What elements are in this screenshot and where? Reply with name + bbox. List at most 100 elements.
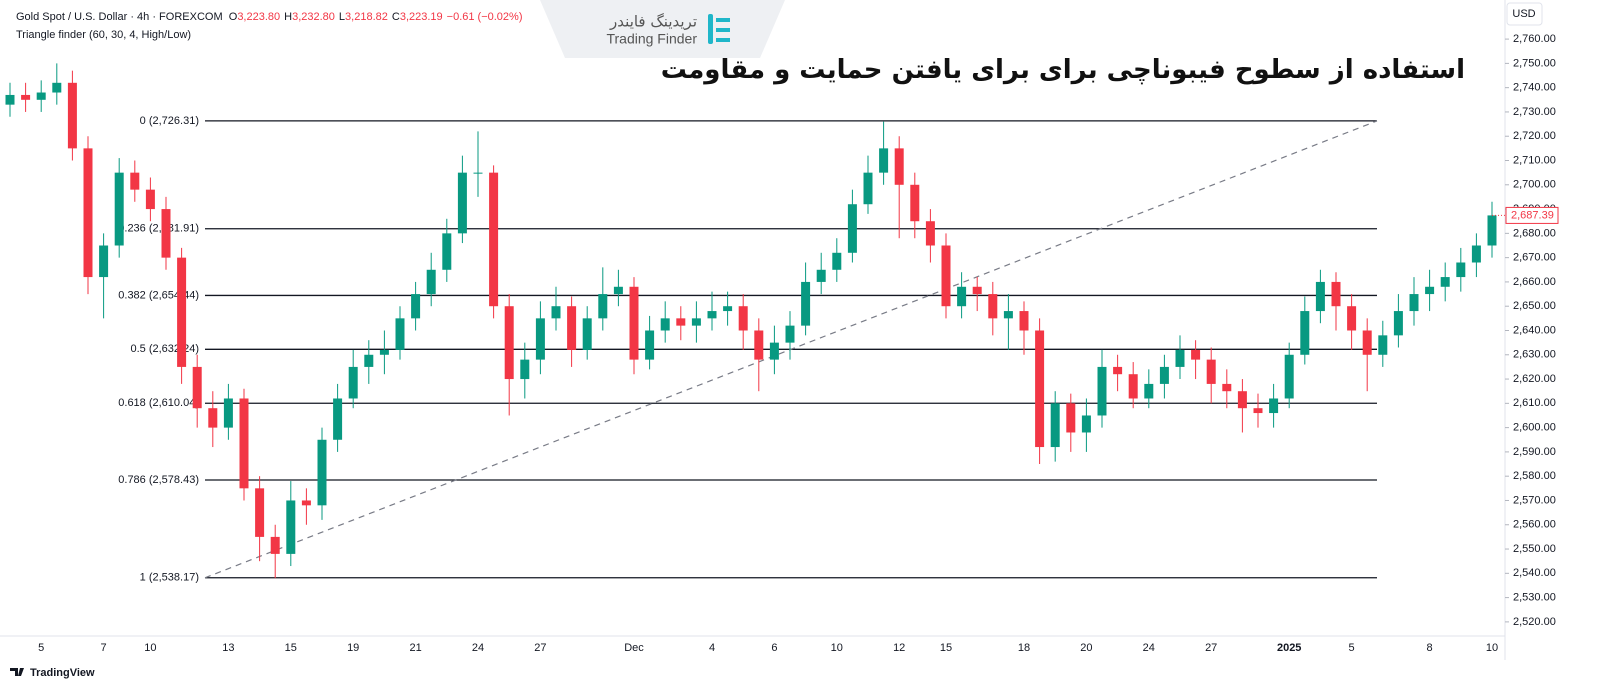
logo-icon	[708, 14, 713, 44]
candle-body	[1425, 286, 1435, 295]
y-tick-label: 2,570.00	[1513, 494, 1556, 506]
candle-body	[255, 488, 265, 537]
candle-body	[754, 330, 764, 360]
symbol: Gold Spot / U.S. Dollar · 4h · FOREXCOM	[16, 11, 223, 23]
candle-body	[364, 354, 374, 367]
x-tick-label: 20	[1080, 642, 1092, 654]
candle-body	[130, 172, 140, 190]
fib-label: 0.236 (2,681.91)	[118, 223, 199, 235]
y-tick-label: 2,600.00	[1513, 422, 1556, 434]
candle-body	[333, 398, 343, 440]
candle-body	[894, 148, 904, 185]
candle-body	[1393, 311, 1403, 336]
y-tick-label: 2,650.00	[1513, 300, 1556, 312]
candle-body	[114, 172, 124, 246]
fib-trend-line	[204, 120, 1378, 579]
y-tick-label: 2,550.00	[1513, 543, 1556, 555]
fib-label: 0.382 (2,654.44)	[118, 289, 199, 301]
candle-body	[379, 349, 389, 355]
candle-body	[317, 439, 327, 506]
candle-body	[879, 148, 889, 173]
y-tick-label: 2,760.00	[1513, 33, 1556, 45]
candle-body	[1331, 281, 1341, 307]
candle-body	[551, 306, 561, 319]
candle-body	[348, 366, 358, 399]
candle-body	[1003, 311, 1013, 319]
candle-body	[988, 294, 998, 319]
candle-body	[613, 286, 623, 295]
y-tick-label: 2,560.00	[1513, 519, 1556, 531]
header-row: Gold Spot / U.S. Dollar · 4h · FOREXCOM …	[16, 8, 527, 26]
logo-fa: تریدینگ فایندر	[609, 13, 697, 31]
candle-body	[832, 252, 842, 270]
candle-body	[1362, 330, 1372, 355]
candle-body	[411, 294, 421, 319]
candle-body	[1066, 403, 1076, 433]
x-tick-label: 4	[709, 642, 715, 654]
ohlc-value: 3,218.82	[345, 11, 388, 23]
candle-body	[660, 318, 670, 331]
ohlc-key: O	[228, 11, 238, 23]
candle-body	[676, 318, 686, 326]
y-tick-label: 2,640.00	[1513, 324, 1556, 336]
logo-en: Trading Finder	[606, 31, 697, 47]
x-tick-label: 5	[1349, 642, 1355, 654]
candle-body	[270, 536, 280, 554]
candle-body	[535, 318, 545, 360]
y-tick-label: 2,710.00	[1513, 154, 1556, 166]
fib-label: 0 (2,726.31)	[140, 115, 199, 127]
x-tick-label: 10	[1486, 642, 1498, 654]
ohlc-key: C	[391, 11, 400, 23]
x-tick-label: 27	[534, 642, 546, 654]
x-tick-label: 13	[222, 642, 234, 654]
candle-body	[1237, 391, 1247, 409]
candle-body	[1284, 354, 1294, 399]
indicator: Triangle finder (60, 30, 4, High/Low)	[16, 29, 192, 41]
candle-body	[1113, 366, 1123, 375]
candle-body	[707, 311, 717, 319]
x-tick-label: 24	[1143, 642, 1155, 654]
y-tick-label: 2,580.00	[1513, 470, 1556, 482]
y-tick-label: 2,590.00	[1513, 446, 1556, 458]
candle-body	[1315, 281, 1325, 312]
candle-body	[395, 318, 405, 350]
candle-body	[1253, 408, 1263, 414]
candle-body	[1206, 359, 1216, 384]
candle-body	[457, 172, 467, 234]
candle-body	[83, 148, 93, 278]
currency-box	[1506, 2, 1543, 26]
ohlc-value: 3,223.80	[237, 11, 281, 23]
candle-body	[925, 221, 935, 246]
ohlc-key: L	[338, 11, 346, 23]
x-tick-label: 24	[472, 642, 484, 654]
candle-body	[691, 318, 701, 326]
x-tick-label: 12	[893, 642, 905, 654]
candle-body	[1097, 366, 1107, 416]
last-price-label: 2,687.39	[1511, 209, 1554, 221]
y-tick-label: 2,670.00	[1513, 252, 1556, 264]
x-tick-label: 15	[285, 642, 297, 654]
candle-body	[67, 82, 77, 149]
x-tick-label: 18	[1018, 642, 1030, 654]
candle-body	[1081, 415, 1091, 433]
candle-body	[645, 330, 655, 360]
candle-body	[910, 184, 920, 222]
ohlc-key: H	[284, 11, 293, 23]
candle-body	[1035, 330, 1045, 448]
candle-body	[239, 398, 249, 489]
candle-body	[738, 306, 748, 331]
candle-body	[99, 245, 109, 278]
x-tick-label: 15	[940, 642, 952, 654]
candle-body	[286, 500, 296, 554]
y-tick-label: 2,530.00	[1513, 592, 1556, 604]
candle-body	[442, 233, 452, 270]
candle-body	[489, 172, 499, 307]
candle-body	[504, 306, 514, 380]
candle-body	[567, 306, 577, 350]
candle-body	[972, 286, 982, 295]
y-tick-label: 2,750.00	[1513, 57, 1556, 69]
candle-body	[1347, 306, 1357, 331]
y-tick-label: 2,630.00	[1513, 349, 1556, 361]
candle-body	[1019, 311, 1029, 331]
